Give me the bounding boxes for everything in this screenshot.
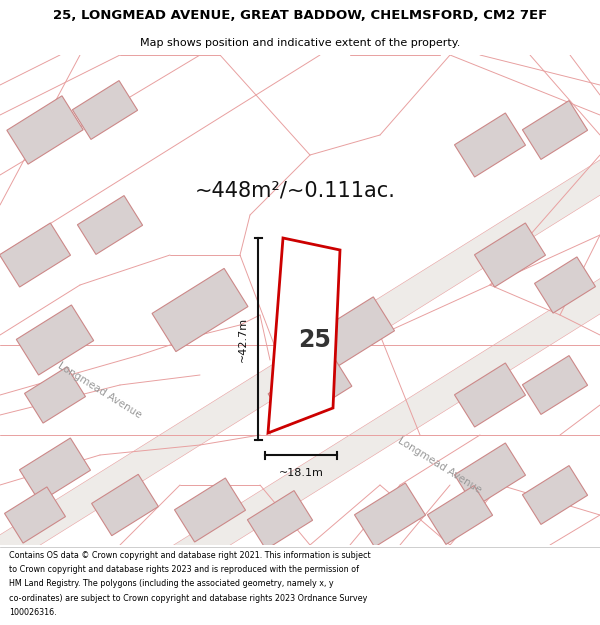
Text: 25, LONGMEAD AVENUE, GREAT BADDOW, CHELMSFORD, CM2 7EF: 25, LONGMEAD AVENUE, GREAT BADDOW, CHELM…	[53, 9, 547, 22]
Polygon shape	[454, 113, 526, 177]
Text: co-ordinates) are subject to Crown copyright and database rights 2023 Ordnance S: co-ordinates) are subject to Crown copyr…	[9, 594, 367, 602]
Polygon shape	[92, 474, 158, 536]
Polygon shape	[7, 96, 83, 164]
Polygon shape	[305, 297, 395, 373]
Polygon shape	[268, 354, 352, 426]
Polygon shape	[523, 101, 587, 159]
Polygon shape	[0, 223, 71, 287]
Text: ~18.1m: ~18.1m	[278, 468, 323, 478]
Polygon shape	[152, 268, 248, 352]
Polygon shape	[427, 486, 493, 544]
Polygon shape	[19, 438, 91, 502]
Polygon shape	[454, 443, 526, 507]
Polygon shape	[0, 154, 600, 576]
Polygon shape	[25, 367, 85, 423]
Text: to Crown copyright and database rights 2023 and is reproduced with the permissio: to Crown copyright and database rights 2…	[9, 565, 359, 574]
Text: ~42.7m: ~42.7m	[238, 316, 248, 361]
Text: Longmead Avenue: Longmead Avenue	[56, 360, 143, 420]
Polygon shape	[523, 466, 587, 524]
Polygon shape	[73, 81, 137, 139]
Polygon shape	[355, 483, 425, 547]
Polygon shape	[175, 478, 245, 542]
Text: 100026316.: 100026316.	[9, 608, 56, 618]
Polygon shape	[77, 196, 143, 254]
Text: Longmead Avenue: Longmead Avenue	[397, 435, 484, 495]
Polygon shape	[535, 257, 595, 313]
Text: HM Land Registry. The polygons (including the associated geometry, namely x, y: HM Land Registry. The polygons (includin…	[9, 579, 334, 588]
Polygon shape	[268, 238, 340, 433]
Polygon shape	[16, 305, 94, 375]
Polygon shape	[523, 356, 587, 414]
Polygon shape	[44, 229, 600, 625]
Text: Contains OS data © Crown copyright and database right 2021. This information is : Contains OS data © Crown copyright and d…	[9, 551, 371, 559]
Text: ~448m²/~0.111ac.: ~448m²/~0.111ac.	[194, 180, 395, 200]
Text: 25: 25	[299, 328, 331, 352]
Text: Map shows position and indicative extent of the property.: Map shows position and indicative extent…	[140, 38, 460, 48]
Polygon shape	[5, 487, 65, 543]
Polygon shape	[475, 223, 545, 287]
Polygon shape	[454, 363, 526, 427]
Polygon shape	[247, 491, 313, 549]
